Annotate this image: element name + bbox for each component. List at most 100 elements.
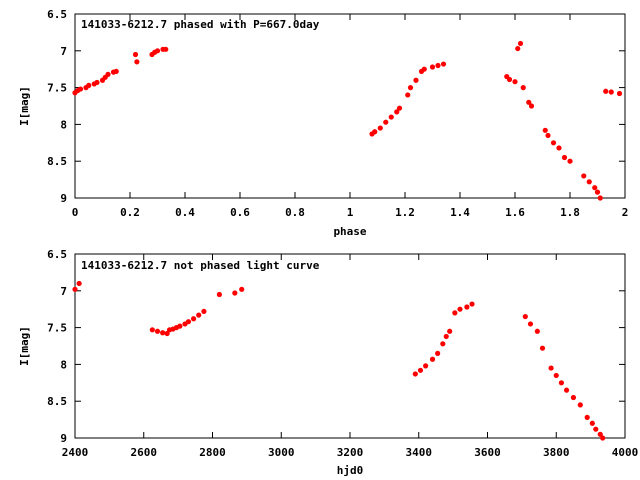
phased-y-axis-label: I[mag] [18,86,31,126]
unphased-data-point [554,373,559,378]
phased-x-tick-label: 1.4 [450,206,470,219]
phased-data-points [72,41,622,201]
phased-data-point [603,89,608,94]
unphased-x-tick-label: 2800 [199,446,226,459]
phased-x-tick-label: 0.2 [120,206,140,219]
unphased-y-tick-label: 7.5 [47,322,67,335]
phased-data-point [562,155,567,160]
phased-y-tick-label: 8 [60,118,67,131]
unphased-y-tick-label: 7 [60,285,67,298]
phased-x-tick-label: 0.8 [285,206,305,219]
phased-data-point [378,125,383,130]
unphased-x-tick-label: 3800 [543,446,570,459]
phased-data-point [86,83,91,88]
phased-data-point [383,120,388,125]
phased-data-point [78,86,83,91]
unphased-data-point [430,357,435,362]
phased-y-tick-label: 6.5 [47,8,67,21]
phased-data-point [512,79,517,84]
phased-data-point [441,61,446,66]
unphased-data-point [571,395,576,400]
phased-data-point [521,85,526,90]
unphased-data-point [585,415,590,420]
phased-data-point [515,46,520,51]
phased-data-point [397,106,402,111]
unphased-x-tick-label: 2600 [131,446,158,459]
unphased-data-point [548,365,553,370]
unphased-data-point [540,346,545,351]
unphased-data-point [155,329,160,334]
phased-data-point [94,80,99,85]
unphased-data-point [452,310,457,315]
unphased-data-point [535,329,540,334]
phased-data-point [405,92,410,97]
unphased-data-point [523,314,528,319]
phased-x-tick-label: 0 [72,206,79,219]
unphased-data-point [239,287,244,292]
phased-data-point [430,64,435,69]
phased-x-tick-label: 1.2 [395,206,415,219]
unphased-x-tick-label: 2400 [62,446,89,459]
unphased-data-point [186,319,191,324]
unphased-y-tick-label: 8 [60,358,67,371]
phased-data-point [518,41,523,46]
phased-x-axis-label: phase [333,225,366,238]
unphased-chart-title: 141033-6212.7 not phased light curve [81,259,320,272]
phased-data-point [163,47,168,52]
phased-y-tick-label: 9 [60,192,67,205]
phased-chart: 141033-6212.7 phased with P=667.0day pha… [18,8,628,238]
unphased-data-point [457,307,462,312]
phased-x-tick-label: 1.6 [505,206,525,219]
unphased-y-axis-label: I[mag] [18,326,31,366]
unphased-y-ticks: 6.5 7 7.5 8 8.5 9 [47,248,625,445]
phased-data-point [408,85,413,90]
phased-data-point [545,133,550,138]
phased-plot-frame [75,14,625,198]
unphased-data-point [600,435,605,440]
unphased-data-point [72,287,77,292]
unphased-data-point [464,304,469,309]
phased-data-point [105,72,110,77]
unphased-x-ticks: 2400 2600 2800 3000 3200 3400 3600 3800 4000 [62,254,639,459]
unphased-data-point [435,351,440,356]
phased-y-tick-label: 7.5 [47,82,67,95]
unphased-data-point [564,388,569,393]
phased-data-point [114,69,119,74]
unphased-y-tick-label: 6.5 [47,248,67,261]
unphased-y-tick-label: 8.5 [47,395,67,408]
unphased-data-point [440,341,445,346]
unphased-data-point [201,309,206,314]
unphased-x-tick-label: 4000 [612,446,639,459]
phased-data-point [133,52,138,57]
phased-data-point [435,63,440,68]
unphased-y-tick-label: 9 [60,432,67,445]
phased-data-point [389,114,394,119]
phased-x-tick-label: 0.4 [175,206,195,219]
unphased-x-tick-label: 3000 [268,446,295,459]
phased-x-ticks: 0 0.2 0.4 0.6 0.8 1 1.2 1.4 1.6 1.8 2 [72,14,629,219]
phased-data-point [422,67,427,72]
unphased-data-point [593,427,598,432]
unphased-x-tick-label: 3400 [406,446,433,459]
phased-y-tick-label: 8.5 [47,155,67,168]
unphased-data-point [232,290,237,295]
unphased-chart: 141033-6212.7 not phased light curve hjd… [18,248,638,477]
phased-x-tick-label: 2 [622,206,629,219]
phased-x-tick-label: 0.6 [230,206,250,219]
phased-data-point [567,159,572,164]
unphased-data-point [150,327,155,332]
phased-data-point [413,78,418,83]
unphased-data-point [447,329,452,334]
unphased-x-tick-label: 3200 [337,446,364,459]
unphased-data-point [418,368,423,373]
phased-data-point [581,173,586,178]
unphased-data-point [578,402,583,407]
phased-data-point [543,128,548,133]
phased-data-point [155,48,160,53]
unphased-data-point [160,330,165,335]
phased-y-ticks: 6.5 7 7.5 8 8.5 9 [47,8,625,205]
phased-x-tick-label: 1.8 [560,206,580,219]
phased-data-point [595,190,600,195]
unphased-data-point [77,281,82,286]
